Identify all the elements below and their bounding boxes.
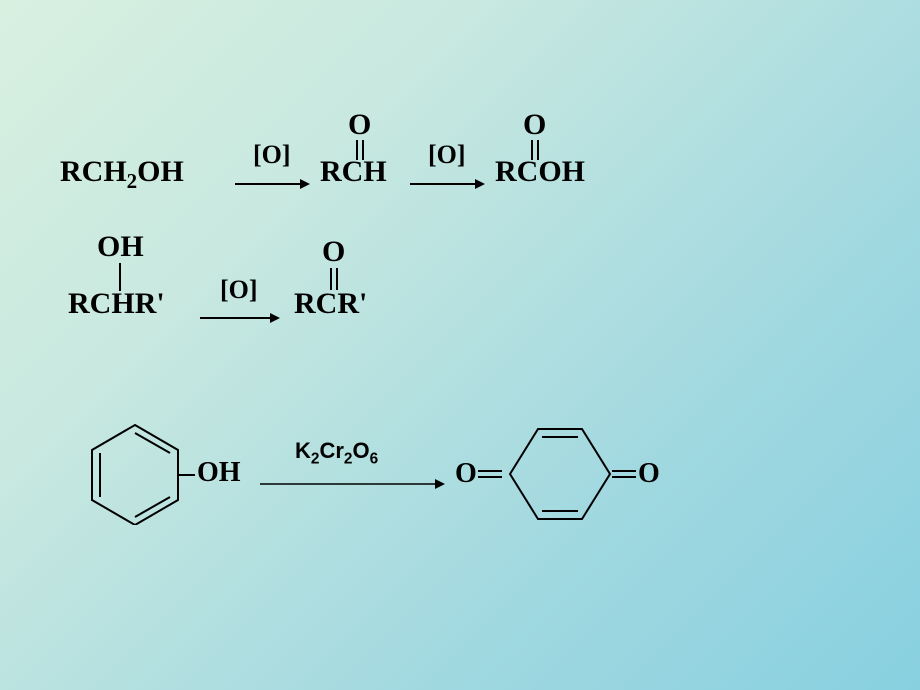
- r1-arrow1: [235, 178, 310, 190]
- r3-phenol-ring: [75, 415, 195, 525]
- txt: R': [135, 287, 165, 320]
- txt: R': [337, 287, 367, 320]
- txt: R: [60, 155, 82, 188]
- r2-reactant: RCHR': [68, 287, 165, 321]
- r3-phenol-OH: OH: [197, 457, 241, 489]
- txt: C: [342, 155, 364, 188]
- r3-product-O-left: O: [455, 458, 477, 490]
- txt: R: [320, 155, 342, 188]
- txt: O: [262, 140, 282, 169]
- txt: OH: [137, 155, 184, 188]
- r3-arrow-label: K2Cr2O6: [295, 438, 378, 468]
- txt: R: [495, 155, 517, 188]
- r2-product: RCR': [294, 287, 367, 321]
- r1-arrow2: [410, 178, 485, 190]
- txt: OH: [538, 155, 585, 188]
- txt: O: [437, 140, 457, 169]
- r2-reactant-OH: OH: [97, 230, 144, 264]
- r2-product-O: O: [322, 235, 345, 269]
- txt: C: [90, 287, 112, 320]
- r3-product-dbond-right: [612, 466, 636, 482]
- txt: C: [517, 155, 539, 188]
- chemistry-diagram: RCH2OH [O] O RCH [O] O RCOH OH RCHR': [0, 0, 920, 690]
- txt: H: [111, 287, 134, 320]
- txt: 6: [370, 450, 379, 467]
- txt: 2: [127, 169, 138, 193]
- txt: O: [348, 108, 371, 141]
- r3-quinone-ring: [500, 415, 620, 533]
- r3-product-O-right: O: [638, 458, 660, 490]
- txt: Cr: [319, 438, 343, 463]
- r2-arrow: [200, 312, 280, 324]
- r1-intermediate: RCH: [320, 155, 387, 189]
- txt: C: [316, 287, 338, 320]
- txt: OH: [197, 457, 241, 488]
- txt: CH: [82, 155, 127, 188]
- txt: O: [229, 275, 249, 304]
- txt: O: [638, 458, 660, 489]
- r1-product: RCOH: [495, 155, 585, 189]
- txt: OH: [97, 230, 144, 263]
- r1-arrow2-label: [O]: [428, 140, 466, 170]
- r3-product-dbond-left: [478, 466, 502, 482]
- r1-reactant: RCH2OH: [60, 155, 184, 194]
- txt: O: [523, 108, 546, 141]
- r2-arrow-label: [O]: [220, 275, 258, 305]
- txt: K: [295, 438, 311, 463]
- txt: O: [455, 458, 477, 489]
- txt: O: [322, 235, 345, 268]
- txt: R: [294, 287, 316, 320]
- txt: H: [363, 155, 386, 188]
- r1-product-O: O: [523, 108, 546, 142]
- r3-arrow: [260, 478, 445, 490]
- txt: O: [352, 438, 369, 463]
- txt: R: [68, 287, 90, 320]
- r1-arrow1-label: [O]: [253, 140, 291, 170]
- r1-intermediate-O: O: [348, 108, 371, 142]
